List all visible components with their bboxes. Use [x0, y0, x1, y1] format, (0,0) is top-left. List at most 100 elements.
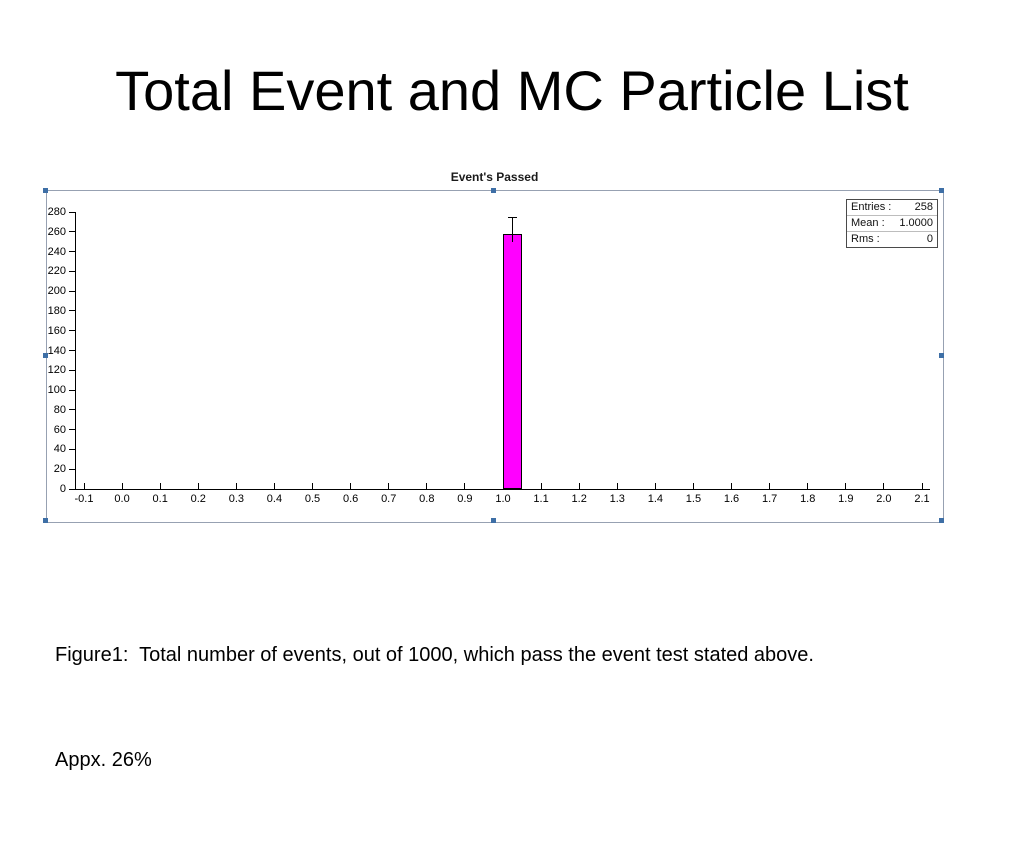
stats-value: 1.0000: [899, 217, 933, 229]
error-bar-cap: [508, 217, 518, 219]
selection-handle-middle-right[interactable]: [939, 353, 944, 358]
y-axis-tick: [69, 409, 75, 411]
stats-row-0: Entries : 258: [847, 200, 937, 215]
x-axis-tick: [845, 483, 847, 489]
x-axis-tick-label: 1.7: [761, 493, 778, 505]
slide: Total Event and MC Particle List Event's…: [43, 59, 944, 771]
y-axis-tick-label: 280: [47, 206, 66, 218]
y-axis-tick-label: 220: [47, 265, 66, 278]
y-axis-tick: [69, 251, 75, 253]
selection-handle-bottom-left[interactable]: [43, 518, 48, 523]
caption-line-2: Appx. 26%: [55, 749, 152, 771]
y-axis-tick-label: 80: [53, 403, 66, 416]
selection-handle-bottom-center[interactable]: [491, 518, 496, 523]
x-axis-tick-label: 0.2: [190, 493, 206, 505]
stats-label: Entries :: [851, 201, 892, 213]
stats-label: Mean :: [851, 217, 885, 229]
y-axis-tick: [69, 429, 75, 431]
chart-title: Event's Passed: [450, 170, 539, 184]
x-axis-tick: [235, 483, 237, 489]
x-axis-tick-label: 0.5: [304, 493, 321, 505]
y-axis-tick: [69, 369, 75, 371]
y-axis-tick-label: 20: [53, 463, 66, 476]
histogram-bar: [503, 233, 523, 489]
x-axis-tick: [807, 483, 809, 489]
x-axis-tick: [883, 483, 885, 489]
stats-value: 258: [914, 201, 933, 213]
x-axis-tick: [197, 483, 199, 489]
x-axis-tick: [273, 483, 275, 489]
y-axis-tick-label: 0: [59, 483, 66, 495]
y-axis-tick: [69, 468, 75, 470]
x-axis-tick-label: 1.2: [571, 493, 587, 505]
plot-area: 0 20 40 60 80 100 120 140 160 180 200 220 240 260 280 -…: [48, 206, 930, 505]
x-axis-tick-label: 1.1: [533, 493, 549, 505]
stats-row-2: Rms : 0: [847, 231, 937, 247]
x-axis-tick-label: 0.8: [419, 493, 435, 505]
x-axis-tick-label: 0.0: [114, 493, 130, 505]
caption-line-1: Figure1: Total number of events, out of …: [55, 644, 814, 666]
x-axis-tick-label: 0.3: [228, 493, 244, 505]
x-axis-tick-label: 0.6: [342, 493, 359, 505]
y-axis-tick-label: 120: [47, 364, 66, 377]
stats-value: 0: [926, 233, 933, 245]
x-axis-tick-label: -0.1: [74, 493, 94, 505]
x-axis-tick: [921, 483, 923, 489]
x-axis-tick: [312, 483, 314, 489]
y-axis-tick: [69, 211, 75, 213]
y-axis-tick-label: 180: [47, 304, 66, 317]
y-axis-tick-label: 60: [53, 423, 66, 436]
chart-frame: 0 20 40 60 80 100 120 140 160 180 200 220 240 260 280 -…: [46, 190, 944, 523]
chart-object[interactable]: Event's Passed 0 20 40 60 80 100 120 140 160 180 2…: [43, 168, 944, 524]
stats-box: Entries : 258 Mean : 1.0000 Rms : 0: [846, 199, 938, 248]
y-axis-tick: [69, 290, 75, 292]
x-axis-tick-label: 1.8: [800, 493, 816, 505]
y-axis-tick: [69, 488, 75, 490]
x-axis-tick-label: 0.4: [266, 493, 283, 505]
y-axis-tick: [69, 330, 75, 332]
x-axis-tick: [769, 483, 771, 489]
y-axis-tick: [69, 270, 75, 272]
y-axis-tick-label: 240: [47, 245, 66, 258]
y-axis-tick-label: 100: [47, 384, 66, 397]
x-axis-tick-label: 1.6: [723, 493, 740, 505]
x-axis-tick: [731, 483, 733, 489]
slide-title: Total Event and MC Particle List: [115, 59, 909, 122]
stats-row-1: Mean : 1.0000: [847, 215, 937, 231]
x-axis-tick: [121, 483, 123, 489]
y-axis-tick-label: 140: [47, 344, 66, 357]
selection-handle-top-right[interactable]: [939, 188, 944, 193]
selection-handle-top-left[interactable]: [43, 188, 48, 193]
x-axis-tick-label: 0.7: [381, 493, 397, 505]
selection-handle-top-center[interactable]: [491, 188, 496, 193]
y-axis-tick-label: 260: [47, 225, 66, 238]
y-axis-tick-label: 160: [47, 324, 66, 337]
stats-label: Rms :: [851, 233, 880, 245]
x-axis-tick: [578, 483, 580, 489]
x-axis-tick-label: 0.9: [457, 493, 473, 505]
y-axis-tick: [69, 350, 75, 351]
x-axis-tick-label: 1.4: [647, 493, 663, 505]
x-axis-tick-label: 1.5: [685, 493, 702, 505]
y-axis-tick: [69, 448, 75, 450]
x-axis-tick-label: 1.3: [609, 493, 625, 505]
x-axis-tick-label: 1.0: [495, 493, 511, 505]
error-bar-line: [512, 217, 514, 242]
x-axis-tick-label: 1.9: [838, 493, 854, 505]
x-axis-tick: [388, 483, 390, 489]
x-axis-tick: [464, 483, 466, 489]
x-axis-tick: [350, 483, 352, 489]
x-axis-tick: [692, 483, 694, 489]
selection-handle-middle-left[interactable]: [43, 353, 48, 358]
y-axis-tick: [69, 310, 75, 312]
x-axis-tick: [426, 483, 428, 489]
x-axis-tick-label: 0.1: [152, 493, 168, 505]
figure-caption: Figure1: Total number of events, out of …: [55, 568, 814, 848]
x-axis-tick: [654, 483, 656, 489]
y-axis-tick-label: 200: [47, 285, 66, 298]
x-axis-tick: [83, 483, 85, 489]
x-axis-tick: [616, 483, 618, 489]
selection-handle-bottom-right[interactable]: [939, 518, 944, 523]
x-axis-tick: [159, 483, 161, 489]
y-axis-tick: [69, 231, 75, 233]
